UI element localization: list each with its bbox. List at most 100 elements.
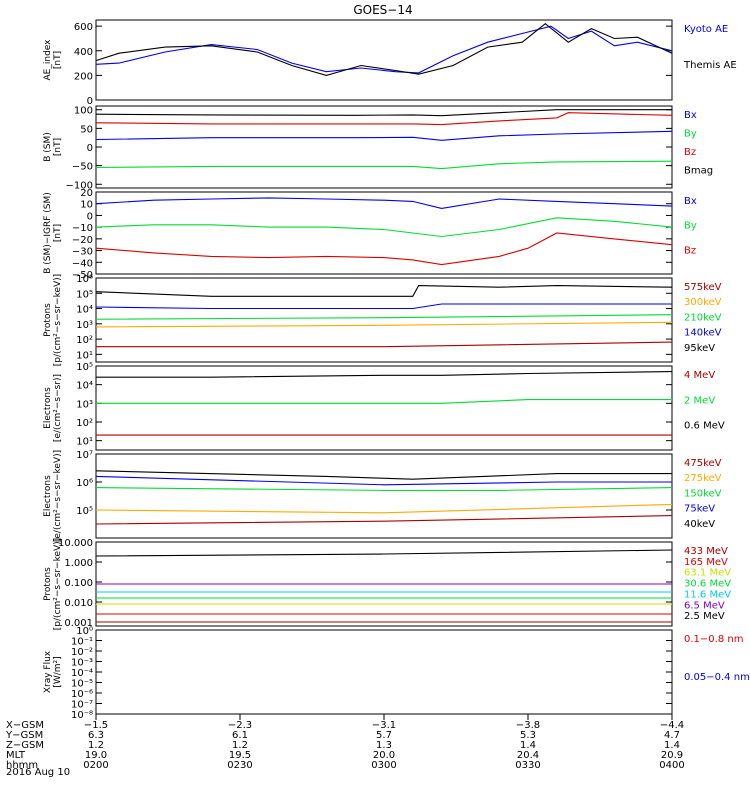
x-axis-value: 1.2 [88, 740, 104, 751]
panel-4: 10¹ 10² 10³ 10⁴ 10⁵ 10⁶ Protons [p/(cm²−s−sr−ke… [43, 274, 722, 366]
x-axis-value: −3.1 [372, 720, 396, 731]
series-line-300keV [95, 321, 673, 328]
x-axis-value: 0400 [659, 760, 684, 771]
legend-entry: 210keV [684, 312, 722, 323]
series-line-140keV [95, 303, 672, 310]
legend-entry: 275keV [684, 473, 722, 484]
legend-entry: 11.6 MeV [684, 589, 731, 600]
series-line-Bx [95, 130, 673, 141]
y-tick-label: 10⁻² [71, 647, 93, 658]
y-tick-label: 10⁵ [76, 362, 93, 373]
legend-entry: Bz [684, 147, 696, 158]
y-tick-label: 0.100 [64, 578, 93, 589]
x-axis-value: 6.1 [232, 730, 248, 741]
series-line-275keV [95, 503, 673, 514]
legend-entry: 6.5 MeV [684, 600, 725, 611]
x-axis-value: 0230 [227, 760, 252, 771]
y-axis-label: B (SM)−IGRF (SM) [43, 192, 53, 274]
y-tick-label: −20 [72, 235, 93, 246]
panel-2: −100 −50 0 50 100 B (SM) [nT] Bx By Bz Bmag [43, 105, 713, 191]
panel-6: 10⁵ 10⁶ 10⁷ Electrons [e/(cm²−s−sr−keV)] 475k… [43, 450, 722, 542]
series-line-Kyoto-AE [95, 25, 673, 74]
x-axis-value: 1.4 [520, 740, 536, 751]
y-tick-label: 10⁶ [76, 478, 93, 489]
series-line-95keV [95, 285, 673, 297]
panel-frame [95, 629, 673, 715]
panel-frame [95, 105, 673, 189]
y-axis-label: Electrons [43, 387, 53, 429]
panel-5: 10¹ 10² 10³ 10⁴ 10⁵ Electrons [e/(cm²−s−sr)] 4 … [43, 362, 725, 451]
legend-entry: 165 MeV [684, 557, 728, 568]
y-tick-label: 10⁻³ [71, 658, 93, 669]
legend-entry: 475keV [684, 458, 722, 469]
x-axis-row-label: hhmm [6, 760, 38, 771]
y-tick-label: 10⁻⁸ [71, 710, 93, 721]
series-line-210keV [95, 314, 673, 320]
y-tick-label: 10² [76, 418, 93, 429]
legend-entry: 30.6 MeV [684, 579, 731, 590]
x-axis-value: −4.4 [660, 720, 684, 731]
series-line-2.5-MeV [95, 549, 673, 557]
legend-entry: 63.1 MeV [684, 568, 731, 579]
x-axis-value: 19.5 [229, 750, 251, 761]
x-axis-value: 20.0 [373, 750, 395, 761]
series-line-75keV [95, 475, 672, 486]
y-tick-label: 400 [74, 47, 93, 58]
y-tick-label: 10⁵ [76, 289, 93, 300]
panel-7: 0.001 0.010 0.100 1.000 10.000 Protons [p/(cm²… [43, 538, 731, 630]
legend-entry: By [684, 129, 697, 140]
y-tick-label: 20 [80, 188, 93, 199]
series-line-By [95, 217, 673, 238]
series-line-Bmag [95, 109, 672, 117]
series-line-By [95, 160, 673, 170]
panel-frame [95, 453, 673, 539]
legend-entry: 95keV [684, 343, 715, 354]
panel-frame [95, 19, 673, 101]
y-tick-label: 10⁷ [76, 450, 93, 461]
y-axis-label: Protons [43, 567, 53, 601]
y-tick-label: −40 [72, 258, 93, 269]
y-tick-label: −50 [72, 270, 93, 281]
x-axis-value: 6.3 [88, 730, 104, 741]
y-axis-label: [nT] [53, 138, 63, 156]
y-tick-label: 10.000 [58, 538, 93, 549]
legend-entry: 300keV [684, 297, 722, 308]
legend-entry: Bmag [684, 166, 713, 177]
legend-entry: Bx [684, 110, 697, 121]
legend-entry: Kyoto AE [684, 24, 728, 35]
y-axis-label: [W/m²] [53, 656, 63, 687]
y-tick-label: −30 [72, 247, 93, 258]
panel-1: 0 200 400 600 AE_index [nT] Kyoto AE Themis AE [43, 19, 737, 107]
series-line-Bx [95, 197, 673, 209]
y-axis-label: Protons [43, 303, 53, 337]
series-line-2-MeV [96, 399, 672, 404]
y-tick-label: 10² [76, 335, 93, 346]
y-tick-label: 0 [87, 96, 93, 107]
x-axis-value: 1.2 [232, 740, 248, 751]
x-axis-value: 5.3 [520, 730, 536, 741]
y-tick-label: 1.000 [64, 558, 93, 569]
y-tick-label: 200 [74, 71, 93, 82]
x-axis-value: −3.8 [516, 720, 540, 731]
series-line-Bz [95, 232, 673, 266]
x-axis-value: −2.3 [228, 720, 252, 731]
y-tick-label: 100 [74, 106, 93, 117]
y-tick-label: 10⁵ [76, 506, 93, 517]
legend-entry: Themis AE [683, 60, 737, 71]
y-axis-label: [nT] [53, 51, 63, 69]
y-axis-label: [nT] [53, 224, 63, 242]
y-axis-label: [p/(cm²−s−sr−keV)] [53, 274, 63, 366]
series-line-0.6-MeV [96, 371, 673, 378]
x-axis-value: 20.9 [661, 750, 683, 761]
x-axis-row-label: MLT [6, 750, 26, 761]
y-tick-label: −100 [66, 180, 93, 191]
legend-entry: Bz [684, 245, 696, 256]
y-tick-label: 50 [80, 124, 93, 135]
y-tick-label: 600 [74, 22, 93, 33]
legend-entry: 0.05−0.4 nm [684, 672, 750, 683]
panel-frame [95, 191, 673, 275]
series-line-Themis-AE [95, 22, 673, 76]
